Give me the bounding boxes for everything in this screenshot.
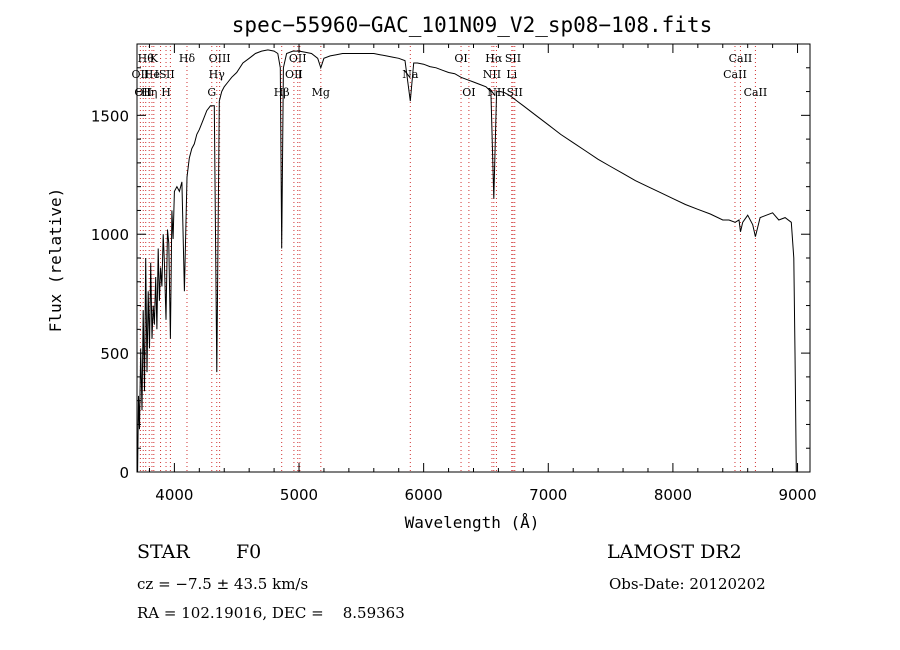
line-marker-label: Mg [312,86,330,99]
redshift-cz: cz = −7.5 ± 43.5 km/s [137,575,309,593]
x-tick-label: 6000 [405,486,443,504]
y-axis-label: Flux (relative) [46,188,65,333]
plot-frame [136,43,811,473]
spectrum-line [137,49,798,473]
line-marker-label: He [144,68,160,81]
line-marker-label: OII [132,68,150,81]
survey-name: LAMOST DR2 [607,541,742,563]
line-marker-label: OIII [209,52,231,65]
line-marker-label: OII [285,68,303,81]
y-tick-label: 1000 [91,226,129,244]
y-axis: 0 500 1000 1500 [91,43,810,482]
line-marker-label: OI [454,52,467,65]
x-tick-label: 5000 [280,486,318,504]
line-marker-label: SII [505,52,521,65]
line-marker-label: Na [402,68,419,81]
line-marker-label: OII [289,52,307,65]
line-marker-label: Hβ [274,86,290,99]
line-marker-label: Hγ [209,68,226,81]
line-marker-label: I [298,68,302,81]
line-marker-label: SII [507,86,523,99]
line-marker-label: OI [462,86,475,99]
x-axis-label: Wavelength (Å) [405,513,540,532]
x-tick-label: 7000 [529,486,567,504]
line-marker-label: Hθ [138,52,155,65]
line-marker-label: CaII [744,86,768,99]
observation-date: Obs-Date: 20120202 [609,575,766,593]
x-tick-label: 9000 [778,486,816,504]
chart-title: spec−55960−GAC_101N09_V2_sp08−108.fits [232,13,712,37]
line-marker-label: II [166,68,175,81]
x-axis: 4000 5000 6000 7000 8000 9000 [148,44,817,504]
line-marker-label: CaII [723,68,747,81]
line-marker-label: Hη [141,86,157,99]
line-markers [139,46,756,472]
line-marker-label: OII [134,86,152,99]
line-marker-label: H [161,86,171,99]
line-marker-label: NII [483,68,501,81]
line-marker-label: IS [155,68,167,81]
x-tick-label: 8000 [654,486,692,504]
line-marker-labels: OIIOIIHθHηHeKISHIIHδGHγOIIIHβOIIOIIIMgNa… [132,52,768,99]
x-tick-label: 4000 [155,486,193,504]
line-marker-label: CaII [729,52,753,65]
line-marker-label: G [207,86,216,99]
line-marker-label: Li [506,68,517,81]
object-class: STAR [137,541,190,563]
y-tick-label: 1500 [91,107,129,125]
coordinates: RA = 102.19016, DEC = 8.59363 [137,604,405,622]
line-marker-label: Hδ [179,52,196,65]
object-subclass: F0 [236,541,262,563]
line-marker-label: Hα [485,52,503,65]
y-tick-label: 0 [119,464,129,482]
y-tick-label: 500 [100,345,129,363]
line-marker-label: K [150,52,159,65]
